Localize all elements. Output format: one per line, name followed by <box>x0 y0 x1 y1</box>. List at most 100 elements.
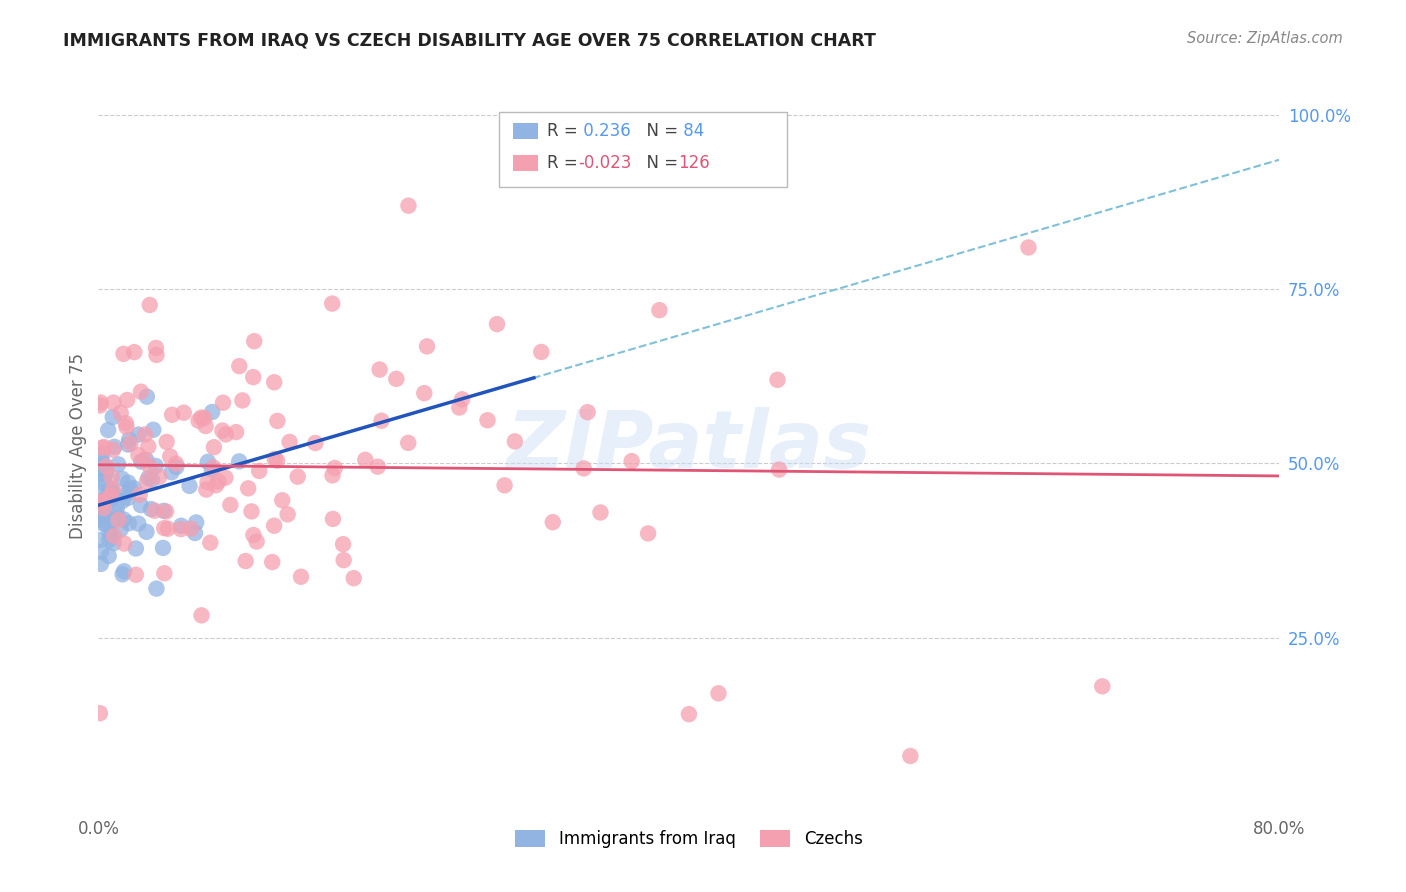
Point <box>101 410 124 425</box>
Text: R =: R = <box>547 122 583 140</box>
Point <box>124 345 146 359</box>
Point <box>173 406 195 420</box>
Point <box>589 506 612 520</box>
Point <box>91 494 114 508</box>
Text: R =: R = <box>547 154 583 172</box>
Point <box>125 541 148 556</box>
Point <box>145 458 167 473</box>
Point <box>200 535 222 549</box>
Point <box>129 384 152 399</box>
Point <box>368 362 391 376</box>
Point <box>190 410 212 425</box>
Point <box>263 376 285 390</box>
Point <box>228 359 250 373</box>
Point <box>1018 240 1040 254</box>
Point <box>117 486 139 500</box>
Point <box>197 455 219 469</box>
Point <box>127 448 149 462</box>
Point <box>101 442 124 457</box>
Point <box>143 503 166 517</box>
Point <box>138 298 160 312</box>
Point <box>127 516 149 531</box>
Point <box>156 522 179 536</box>
Point <box>105 501 128 516</box>
Point <box>243 334 266 349</box>
Text: Source: ZipAtlas.com: Source: ZipAtlas.com <box>1187 31 1343 46</box>
Point <box>90 513 112 527</box>
Point <box>170 518 193 533</box>
Point <box>678 707 700 722</box>
Point <box>304 436 326 450</box>
Y-axis label: Disability Age Over 75: Disability Age Over 75 <box>69 353 87 539</box>
Point <box>98 525 121 540</box>
Point <box>190 608 212 623</box>
Point <box>135 524 157 539</box>
Point <box>148 469 170 483</box>
Point <box>128 488 150 502</box>
Point <box>193 411 215 425</box>
Point <box>205 478 228 492</box>
Point <box>235 554 257 568</box>
Point <box>115 420 138 434</box>
Point <box>768 462 790 476</box>
Point <box>94 508 117 522</box>
Point <box>186 516 208 530</box>
Point <box>159 450 181 464</box>
Point <box>112 347 135 361</box>
Point <box>135 453 157 467</box>
Point <box>155 504 177 518</box>
Point <box>494 478 516 492</box>
Point <box>242 528 264 542</box>
Point <box>89 499 111 513</box>
Point <box>120 482 142 496</box>
Point <box>89 533 111 547</box>
Point <box>115 416 138 430</box>
Point <box>242 370 264 384</box>
Point <box>94 493 117 508</box>
Point <box>201 405 224 419</box>
Point <box>184 526 207 541</box>
Point <box>91 441 114 455</box>
Point <box>214 470 236 484</box>
Point <box>322 512 344 526</box>
Point <box>201 463 224 477</box>
Point <box>101 483 124 497</box>
Point <box>100 470 122 484</box>
Point <box>89 460 111 475</box>
Point <box>107 513 129 527</box>
Point <box>231 393 253 408</box>
Text: ZIPatlas: ZIPatlas <box>506 407 872 485</box>
Point <box>197 475 219 490</box>
Point <box>900 749 922 764</box>
Point <box>111 567 134 582</box>
Text: N =: N = <box>636 122 683 140</box>
Point <box>117 491 139 505</box>
Point <box>202 460 225 475</box>
Point <box>118 433 141 447</box>
Point <box>212 395 235 409</box>
Point <box>98 533 121 547</box>
Point <box>97 423 120 437</box>
Point <box>90 544 112 558</box>
Point <box>152 541 174 555</box>
Text: 0.236: 0.236 <box>578 122 631 140</box>
Point <box>145 582 167 596</box>
Point <box>215 427 238 442</box>
Point <box>93 501 115 516</box>
Point <box>103 529 125 543</box>
Point <box>135 390 157 404</box>
Point <box>112 536 135 550</box>
Point <box>89 399 111 413</box>
Point <box>91 510 114 524</box>
Point <box>98 494 121 508</box>
Point <box>225 425 247 439</box>
Point <box>98 491 121 506</box>
Text: 126: 126 <box>678 154 710 172</box>
Point <box>112 512 135 526</box>
Point <box>93 500 115 514</box>
Point <box>180 522 202 536</box>
Point <box>89 504 111 518</box>
Point <box>202 440 225 454</box>
Point <box>278 434 301 449</box>
Point <box>620 454 643 468</box>
